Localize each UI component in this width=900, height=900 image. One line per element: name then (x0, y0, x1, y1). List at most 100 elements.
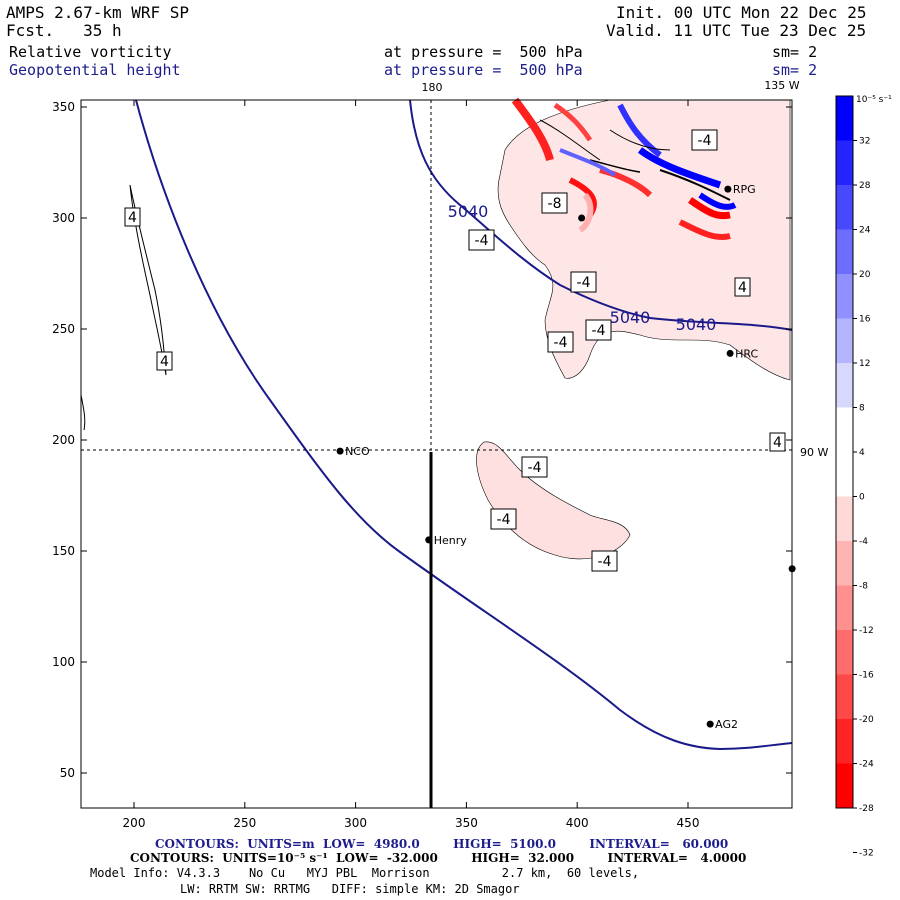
valid-time: Valid. 11 UTC Tue 23 Dec 25 (606, 21, 867, 40)
colorbar-swatch (836, 496, 853, 541)
x-tick-label: 350 (455, 816, 478, 830)
station-label: RPG (733, 183, 756, 196)
colorbar-label: 20 (859, 270, 871, 280)
field2-level: at pressure = 500 hPa (384, 61, 583, 79)
y-tick-label: 150 (52, 544, 75, 558)
colorbar-swatch (836, 541, 853, 586)
y-tick-label: 300 (52, 211, 75, 225)
height-label-5040-b: 5040 (610, 308, 651, 327)
colorbar-label: -32 (859, 849, 874, 859)
vort-label-neg4-f: -4 (528, 460, 542, 476)
vort-pos-contour-edge (80, 394, 86, 431)
colorbar-label: -16 (859, 671, 874, 681)
y-tick-label: 350 (52, 100, 75, 114)
colorbar: 32 28 24 20 16 12 8 4 0 -4 -8 -12 -16 -20 -24 -28 -32 (835, 95, 874, 859)
stations-layer: NCO Henry AG2 HRC RPG (336, 183, 796, 731)
vort-label-neg4-d: -4 (554, 335, 568, 351)
colorbar-label: 24 (859, 226, 871, 236)
station-label: AG2 (715, 718, 738, 731)
vort-label-4-c: 4 (738, 280, 747, 296)
x-tick-label: 400 (566, 816, 589, 830)
vort-strong-features (511, 97, 737, 240)
colorbar-label: 4 (859, 448, 865, 458)
y-tick-label: 100 (52, 655, 75, 669)
station-label: NCO (345, 445, 370, 458)
height-contour-5040-main (135, 99, 793, 751)
colorbar-swatch (836, 96, 853, 141)
colorbar-swatch (836, 630, 853, 675)
field1-name: Relative vorticity (9, 43, 172, 61)
x-tick-label: 450 (677, 816, 700, 830)
vort-label-neg4-g: -4 (497, 512, 511, 528)
lon-label-90w: 90 W (800, 446, 828, 459)
vort-label-4-d: 4 (773, 435, 782, 451)
colorbar-swatch (836, 674, 853, 719)
y-tick-label: 200 (52, 433, 75, 447)
footer-vort-contours: CONTOURS: UNITS=10⁻⁵ s⁻¹ LOW= -32.000 HI… (130, 851, 747, 865)
y-tick-label: 50 (60, 766, 75, 780)
colorbar-swatch (836, 719, 853, 764)
colorbar-label: 28 (859, 181, 871, 191)
vort-labels: 4 4 4 4 -4 -4 -4 -4 -4 -4 -4 -4 -8 (124, 129, 786, 572)
station-dot (336, 447, 344, 455)
plot-area (80, 97, 793, 808)
station-dot (706, 720, 714, 728)
y-axis: 350 300 250 200 150 100 50 (52, 100, 792, 780)
colorbar-swatch (836, 407, 853, 452)
station-dot (726, 349, 734, 357)
colorbar-label: -28 (859, 804, 874, 814)
x-tick-label: 300 (344, 816, 367, 830)
colorbar-label: 32 (859, 137, 870, 147)
colorbar-label: 0 (859, 493, 865, 503)
x-axis: 200 250 300 350 400 450 (123, 100, 700, 830)
colorbar-swatch (836, 140, 853, 185)
station-label: HRC (735, 347, 758, 360)
footer-model-info: Model Info: V4.3.3 No Cu MYJ PBL Morriso… (90, 866, 640, 880)
vort-label-4-a: 4 (128, 210, 137, 226)
vort-label-neg4-h: -4 (598, 554, 612, 570)
x-tick-label: 250 (233, 816, 256, 830)
height-label-5040-c: 5040 (676, 315, 717, 334)
colorbar-units: 10⁻⁵ s⁻¹ (856, 95, 892, 105)
station-dot (578, 214, 586, 222)
vort-label-neg4-e: -4 (698, 133, 712, 149)
footer-model-info-2: LW: RRTM SW: RRTMG DIFF: simple KM: 2D S… (180, 882, 520, 896)
colorbar-swatch (836, 185, 853, 230)
model-title: AMPS 2.67-km WRF SP (6, 3, 190, 22)
colorbar-label: -24 (859, 760, 874, 770)
station-dot (724, 185, 732, 193)
station-label: Henry (434, 534, 468, 547)
vort-label-4-b: 4 (160, 354, 169, 370)
colorbar-label: -4 (859, 537, 868, 547)
colorbar-swatch (836, 318, 853, 363)
vort-pos-contour-left (129, 184, 167, 376)
station-dot (425, 536, 433, 544)
field1-smooth: sm= 2 (772, 43, 818, 61)
init-time: Init. 00 UTC Mon 22 Dec 25 (616, 3, 867, 22)
vort-neg-region-center (476, 441, 631, 560)
colorbar-swatch (836, 229, 853, 274)
station-dot (788, 565, 796, 573)
colorbar-swatch (836, 452, 853, 497)
height-label-5040-a: 5040 (448, 202, 489, 221)
x-tick-label: 200 (123, 816, 146, 830)
colorbar-label: 16 (859, 315, 871, 325)
colorbar-swatch (836, 274, 853, 319)
field1-level: at pressure = 500 hPa (384, 43, 583, 61)
plot-frame (80, 99, 793, 809)
lon-label-180: 180 (422, 81, 443, 94)
y-tick-label: 250 (52, 322, 75, 336)
field2-name: Geopotential height (9, 61, 181, 79)
vort-label-neg8: -8 (548, 196, 562, 212)
colorbar-label: 8 (859, 404, 865, 414)
footer-height-contours: CONTOURS: UNITS=m LOW= 4980.0 HIGH= 5100… (155, 837, 729, 851)
colorbar-swatch (836, 585, 853, 630)
colorbar-label: -12 (859, 626, 874, 636)
lon-label-135w: 135 W (764, 79, 799, 92)
field2-smooth: sm= 2 (772, 61, 818, 79)
forecast-hour: Fcst. 35 h (6, 21, 122, 40)
vort-neg-region-upper (497, 99, 791, 381)
vort-label-neg4-a: -4 (475, 233, 489, 249)
colorbar-swatch (836, 763, 853, 808)
